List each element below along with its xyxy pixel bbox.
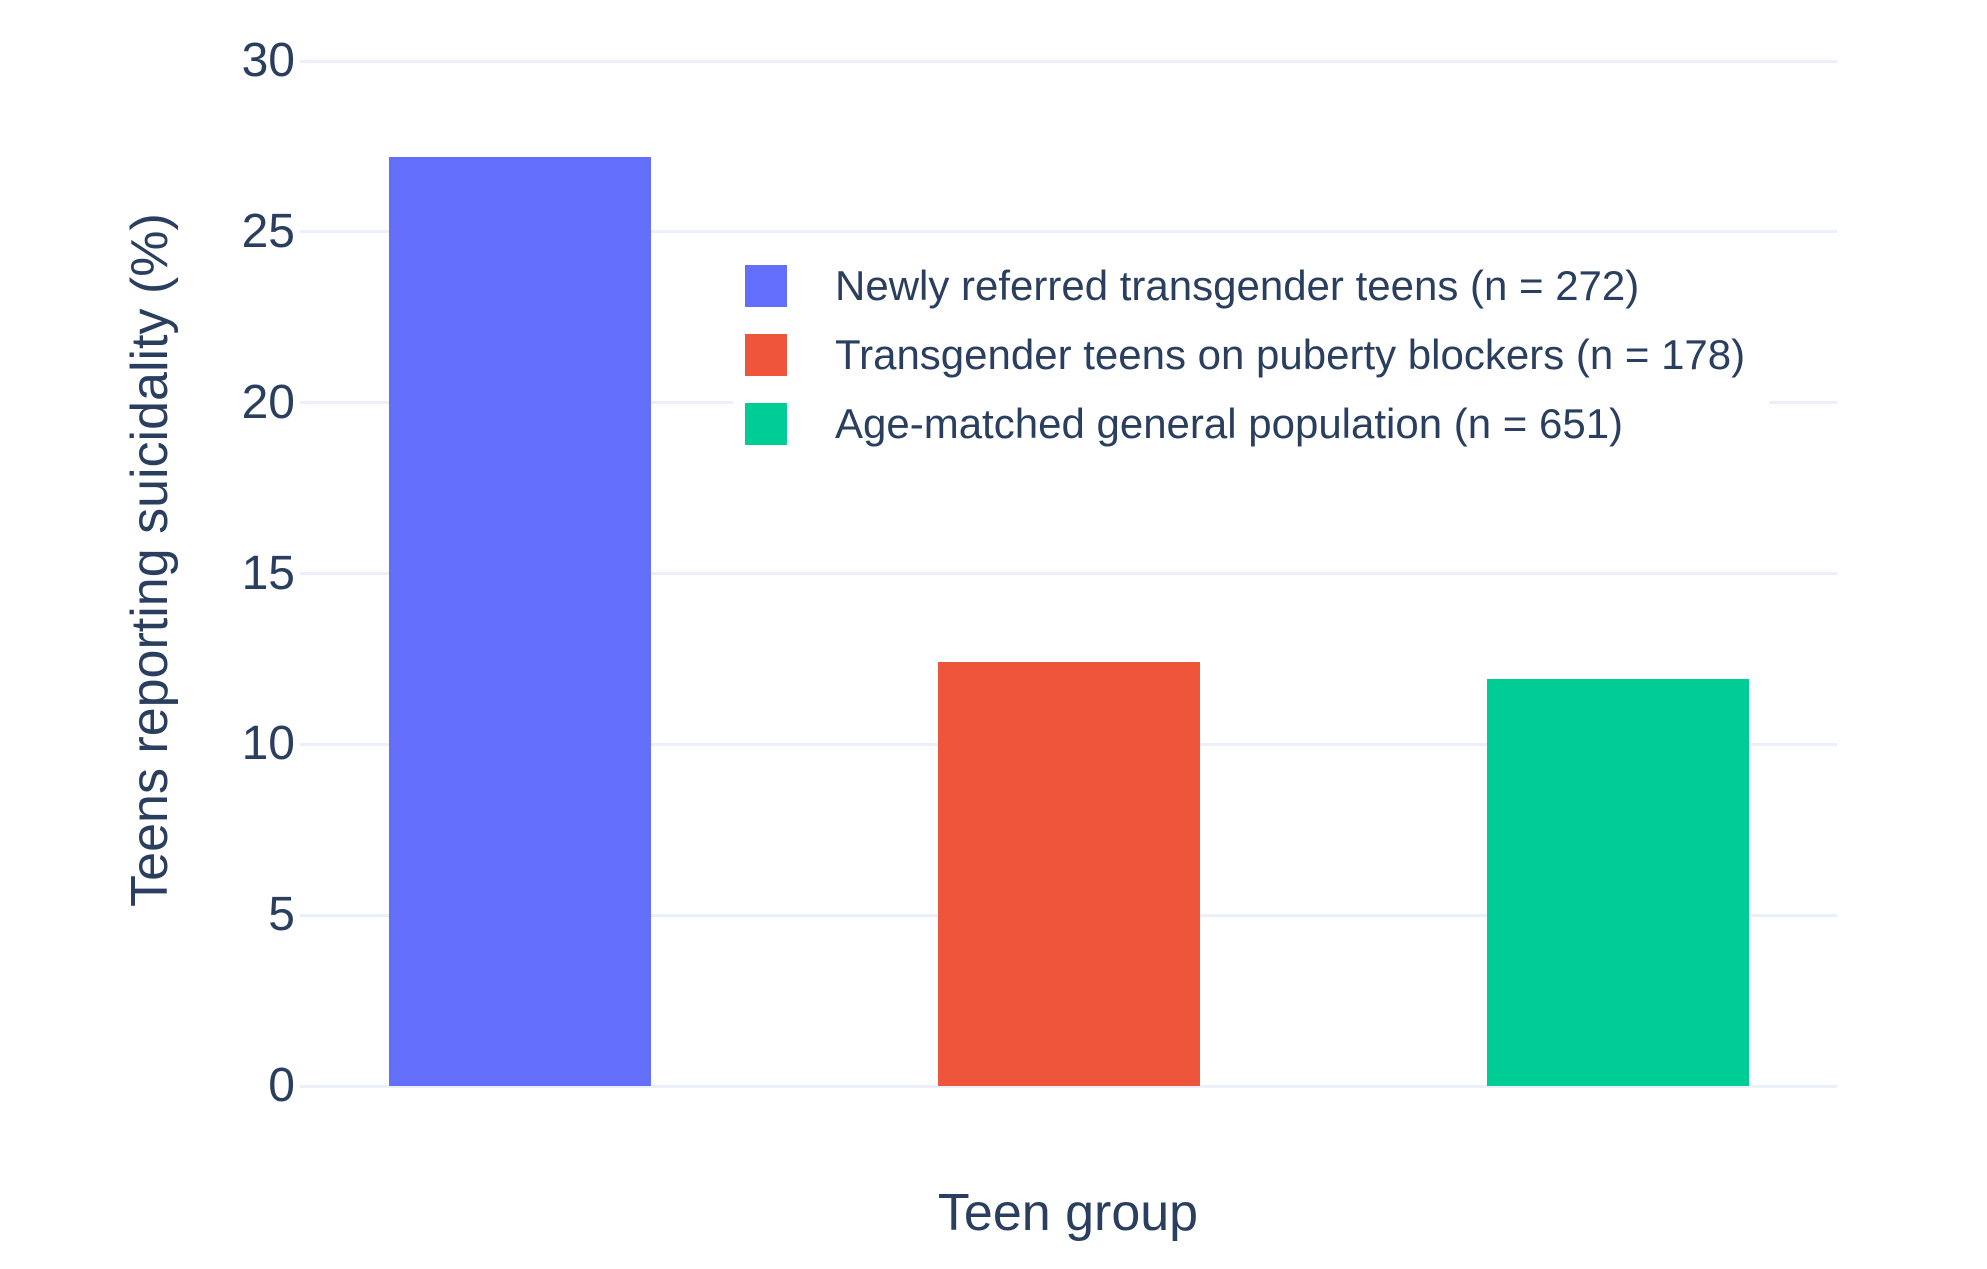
gridline xyxy=(300,230,1837,234)
legend-label: Transgender teens on puberty blockers (n… xyxy=(835,331,1746,378)
y-tick-label: 30 xyxy=(241,34,295,87)
legend-swatch xyxy=(745,334,787,376)
legend-swatch xyxy=(745,403,787,445)
legend-item[interactable]: Newly referred transgender teens (n = 27… xyxy=(745,263,1745,309)
legend-item[interactable]: Age-matched general population (n = 651) xyxy=(745,401,1745,447)
gridline xyxy=(300,572,1837,575)
gridline xyxy=(300,1084,1837,1088)
gridline xyxy=(300,59,1837,63)
legend-swatch xyxy=(745,265,787,307)
y-tick-label: 10 xyxy=(241,717,295,771)
y-axis-title: Teens reporting suicidality (%) xyxy=(121,213,179,907)
legend-label: Age-matched general population (n = 651) xyxy=(835,400,1624,447)
legend: Newly referred transgender teens (n = 27… xyxy=(733,248,1770,462)
y-tick-label: 20 xyxy=(241,375,295,429)
bar-1 xyxy=(389,156,651,1086)
legend-item[interactable]: Transgender teens on puberty blockers (n… xyxy=(745,332,1745,378)
y-tick-label: 0 xyxy=(268,1059,295,1112)
y-tick-label: 25 xyxy=(241,204,295,258)
bar-3 xyxy=(1487,679,1749,1086)
y-tick-label: 15 xyxy=(241,546,295,600)
y-tick-label: 5 xyxy=(268,888,295,942)
x-axis-title: Teen group xyxy=(937,1184,1199,1242)
legend-label: Newly referred transgender teens (n = 27… xyxy=(835,262,1640,309)
bar-2 xyxy=(938,662,1200,1086)
